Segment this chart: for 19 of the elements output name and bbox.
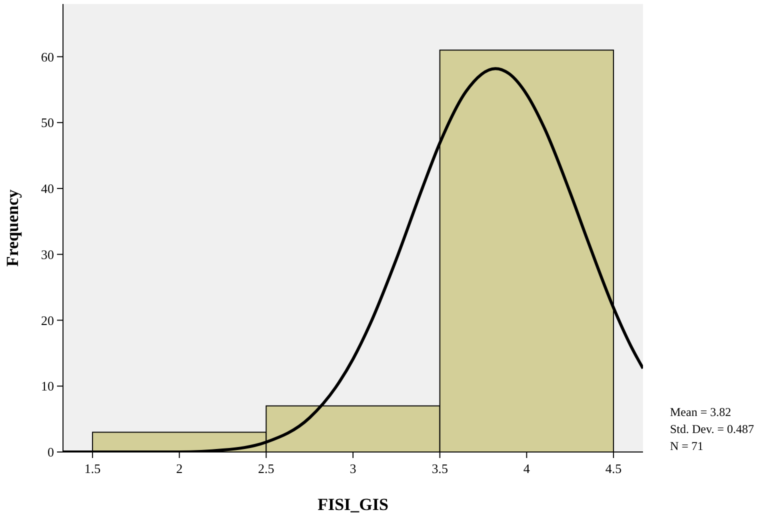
x-axis-title: FISI_GIS: [318, 495, 388, 514]
x-tick-label: 4: [523, 461, 530, 476]
x-tick-label: 2.5: [258, 461, 274, 476]
y-tick-label: 50: [41, 115, 54, 130]
y-tick-label: 0: [48, 444, 54, 460]
x-tick-label: 1.5: [84, 461, 101, 476]
y-axis-title: Frequency: [3, 188, 22, 267]
y-tick-label: 60: [41, 49, 54, 64]
text: Mean = 3.82: [670, 405, 732, 419]
x-tick-label: 3.5: [432, 461, 448, 476]
x-tick-label: 4.5: [605, 461, 622, 476]
x-tick-label: 3: [350, 461, 356, 476]
y-tick-label: 40: [41, 181, 54, 196]
y-tick-label: 30: [41, 246, 54, 262]
x-tick-label: 2: [176, 461, 183, 476]
y-tick-label: 10: [41, 378, 54, 394]
text: Std. Dev. = 0.487: [670, 422, 754, 436]
y-tick-label: 20: [41, 312, 54, 328]
text: N = 71: [670, 439, 704, 453]
